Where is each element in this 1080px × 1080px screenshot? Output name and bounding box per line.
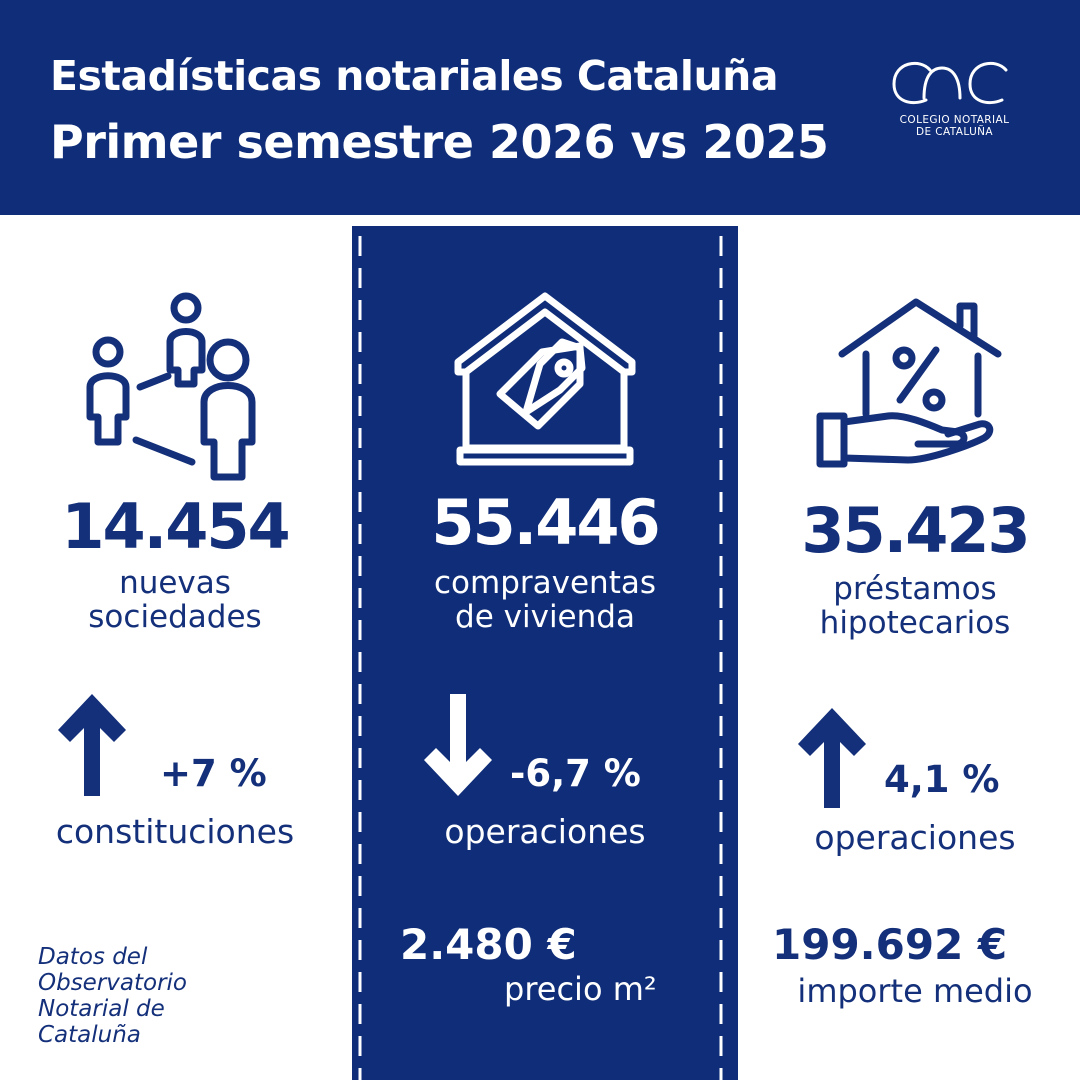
tear-divider [0, 215, 1080, 235]
source-line: Cataluña [38, 1022, 141, 1048]
change-label-sociedades: constituciones [55, 812, 295, 851]
header-banner: Estadísticas notariales Cataluña Primer … [0, 0, 1080, 220]
cnc-logo-icon [892, 61, 1008, 105]
price-value: 2.480 € [400, 920, 577, 969]
arrow-down-icon [424, 694, 492, 796]
stat-caption-sociedades: nuevas sociedades [40, 566, 310, 634]
stat-number-prestamos: 35.423 [801, 494, 1030, 567]
change-value-prestamos: 4,1 % [884, 758, 1000, 801]
page-title: Estadísticas notariales Cataluña [50, 52, 779, 100]
source-line: Observatorio [38, 970, 188, 996]
logo-text-line2: DE CATALUÑA [916, 126, 993, 138]
house-percent-hand-icon [816, 298, 1002, 468]
amount-label: importe medio [797, 972, 1033, 1010]
column-divider-right [719, 236, 723, 1080]
stat-number-compraventas: 55.446 [431, 486, 660, 559]
change-label-compraventas: operaciones [444, 812, 646, 851]
caption-line: nuevas [119, 565, 231, 601]
source-note: Datos del Observatorio Notarial de Catal… [38, 944, 187, 1048]
stat-number-sociedades: 14.454 [61, 490, 290, 563]
change-value-compraventas: -6,7 % [510, 752, 641, 795]
arrow-up-icon [58, 694, 126, 796]
caption-line: hipotecarios [819, 605, 1011, 641]
stat-caption-compraventas: compraventas de vivienda [382, 566, 708, 634]
house-price-tag-icon [454, 292, 636, 466]
logo-text: COLEGIO NOTARIAL DE CATALUÑA [882, 114, 1027, 138]
caption-line: sociedades [88, 599, 262, 635]
source-line: Notarial de [38, 996, 165, 1022]
change-value-sociedades: +7 % [160, 752, 267, 795]
amount-value: 199.692 € [772, 920, 1008, 969]
change-label-prestamos: operaciones [814, 818, 1016, 857]
people-network-icon [86, 292, 256, 481]
caption-line: préstamos [833, 571, 997, 607]
price-label: precio m² [504, 970, 657, 1008]
middle-column [352, 226, 738, 1080]
page-subtitle: Primer semestre 2026 vs 2025 [50, 115, 829, 169]
source-line: Datos del [38, 944, 148, 970]
caption-line: de vivienda [455, 599, 635, 635]
column-divider-left [358, 236, 362, 1080]
logo: COLEGIO NOTARIAL DE CATALUÑA [882, 58, 1027, 148]
arrow-up-icon [798, 708, 866, 808]
caption-line: compraventas [434, 565, 656, 601]
stat-caption-prestamos: préstamos hipotecarios [770, 572, 1060, 640]
logo-text-line1: COLEGIO NOTARIAL [899, 114, 1010, 126]
